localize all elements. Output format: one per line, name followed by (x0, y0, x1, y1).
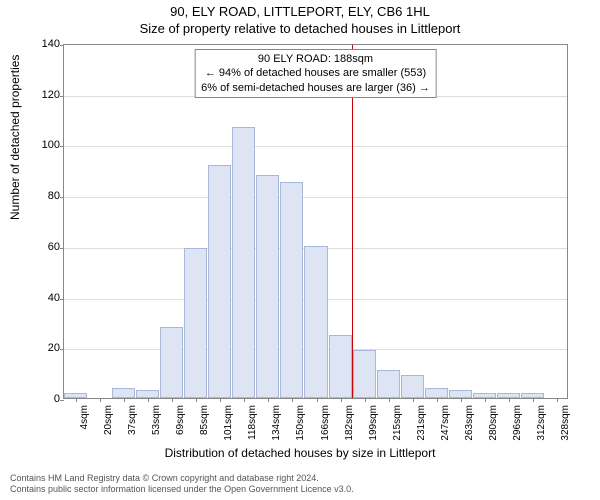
xtick-mark (220, 398, 221, 402)
xtick-mark (389, 398, 390, 402)
xtick-mark (533, 398, 534, 402)
xtick-mark (268, 398, 269, 402)
histogram-bar (112, 388, 135, 398)
xtick-mark (76, 398, 77, 402)
histogram-bar (377, 370, 400, 398)
ytick-mark (60, 96, 64, 97)
title-block: 90, ELY ROAD, LITTLEPORT, ELY, CB6 1HL S… (0, 0, 600, 36)
histogram-bar (160, 327, 183, 398)
histogram-bar (232, 127, 255, 398)
ytick-mark (60, 349, 64, 350)
xtick-label: 150sqm (295, 405, 306, 445)
footer-line2: Contains public sector information licen… (10, 484, 354, 496)
address-line: 90, ELY ROAD, LITTLEPORT, ELY, CB6 1HL (0, 4, 600, 19)
xtick-label: 231sqm (416, 405, 427, 445)
annotation-line3: 6% of semi-detached houses are larger (3… (201, 81, 430, 95)
xtick-label: 53sqm (151, 405, 162, 445)
ytick-mark (60, 45, 64, 46)
xtick-label: 328sqm (560, 405, 571, 445)
histogram-bar (256, 175, 279, 398)
ytick-label: 40 (48, 292, 60, 304)
ytick-mark (60, 400, 64, 401)
histogram-bar (304, 246, 327, 398)
grid-line (64, 197, 567, 198)
histogram-bar (401, 375, 424, 398)
histogram-bar (425, 388, 448, 398)
ytick-label: 0 (54, 393, 60, 405)
xtick-mark (100, 398, 101, 402)
histogram-bar (136, 390, 159, 398)
histogram-bar (280, 182, 303, 398)
ytick-mark (60, 146, 64, 147)
xtick-mark (437, 398, 438, 402)
ytick-label: 140 (42, 38, 60, 50)
xtick-label: 280sqm (488, 405, 499, 445)
xtick-label: 296sqm (512, 405, 523, 445)
xtick-label: 199sqm (368, 405, 379, 445)
marker-line (352, 45, 353, 398)
histogram-bar (208, 165, 231, 398)
xtick-label: 85sqm (199, 405, 210, 445)
xtick-mark (413, 398, 414, 402)
xtick-label: 182sqm (344, 405, 355, 445)
xtick-label: 247sqm (440, 405, 451, 445)
xtick-mark (292, 398, 293, 402)
ytick-label: 60 (48, 241, 60, 253)
ytick-mark (60, 248, 64, 249)
xtick-label: 312sqm (536, 405, 547, 445)
xtick-mark (172, 398, 173, 402)
y-axis-label: Number of detached properties (8, 55, 22, 220)
xtick-label: 134sqm (271, 405, 282, 445)
subtitle-line: Size of property relative to detached ho… (0, 21, 600, 36)
annotation-box: 90 ELY ROAD: 188sqm ← 94% of detached ho… (194, 49, 437, 98)
xtick-mark (148, 398, 149, 402)
histogram-chart: 90 ELY ROAD: 188sqm ← 94% of detached ho… (63, 44, 568, 399)
xtick-label: 37sqm (127, 405, 138, 445)
annotation-line2: ← 94% of detached houses are smaller (55… (201, 66, 430, 80)
ytick-label: 120 (42, 89, 60, 101)
xtick-mark (196, 398, 197, 402)
xtick-label: 101sqm (223, 405, 234, 445)
xtick-label: 166sqm (320, 405, 331, 445)
histogram-bar (353, 350, 376, 398)
grid-line (64, 146, 567, 147)
histogram-bar (184, 248, 207, 398)
ytick-mark (60, 197, 64, 198)
xtick-label: 263sqm (464, 405, 475, 445)
ytick-label: 20 (48, 342, 60, 354)
xtick-label: 215sqm (392, 405, 403, 445)
xtick-mark (317, 398, 318, 402)
annotation-line1: 90 ELY ROAD: 188sqm (201, 52, 430, 66)
footer-text: Contains HM Land Registry data © Crown c… (10, 473, 354, 496)
xtick-label: 69sqm (175, 405, 186, 445)
xtick-mark (341, 398, 342, 402)
ytick-label: 80 (48, 190, 60, 202)
xtick-mark (509, 398, 510, 402)
footer-line1: Contains HM Land Registry data © Crown c… (10, 473, 354, 485)
histogram-bar (449, 390, 472, 398)
xtick-label: 20sqm (103, 405, 114, 445)
histogram-bar (329, 335, 352, 398)
xtick-mark (365, 398, 366, 402)
xtick-label: 4sqm (79, 405, 90, 445)
xtick-mark (461, 398, 462, 402)
xtick-mark (557, 398, 558, 402)
x-axis-label: Distribution of detached houses by size … (0, 446, 600, 460)
xtick-label: 118sqm (247, 405, 258, 445)
ytick-label: 100 (42, 139, 60, 151)
xtick-mark (124, 398, 125, 402)
xtick-mark (244, 398, 245, 402)
xtick-mark (485, 398, 486, 402)
ytick-mark (60, 299, 64, 300)
